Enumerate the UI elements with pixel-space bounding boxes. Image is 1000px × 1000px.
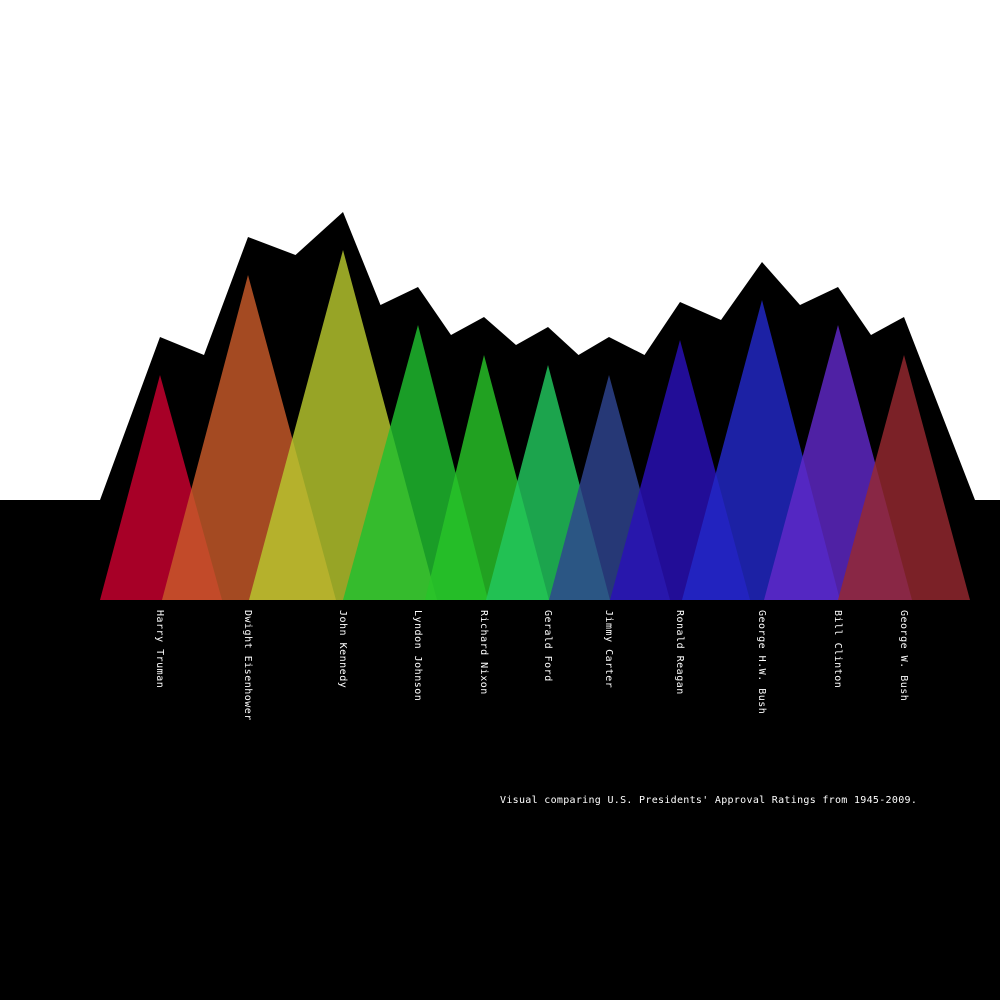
- label-harry-truman: Harry Truman: [154, 610, 165, 689]
- label-john-kennedy: John Kennedy: [337, 610, 348, 689]
- peak-george-w-bush: [838, 355, 970, 600]
- label-dwight-eisenhower: Dwight Eisenhower: [242, 610, 253, 721]
- label-george-w-bush: George W. Bush: [898, 610, 909, 702]
- label-gerald-ford: Gerald Ford: [542, 610, 553, 682]
- label-george-h-w-bush: George H.W. Bush: [756, 610, 767, 715]
- peaks-group: [100, 250, 970, 600]
- label-richard-nixon: Richard Nixon: [478, 610, 489, 695]
- label-jimmy-carter: Jimmy Carter: [603, 610, 614, 689]
- label-bill-clinton: Bill Clinton: [832, 610, 843, 689]
- chart-caption: Visual comparing U.S. Presidents' Approv…: [500, 795, 918, 806]
- label-lyndon-johnson: Lyndon Johnson: [412, 610, 423, 702]
- label-ronald-reagan: Ronald Reagan: [674, 610, 685, 695]
